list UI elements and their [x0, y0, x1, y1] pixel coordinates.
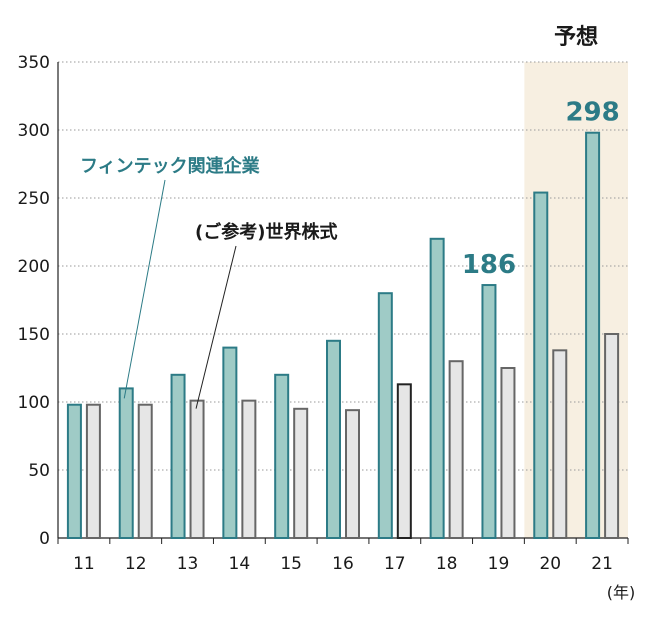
- y-tick-label: 200: [18, 257, 50, 277]
- x-tick-label: 15: [280, 554, 302, 574]
- bar-fintech: [274, 373, 290, 539]
- bar-world-equity: [345, 409, 360, 539]
- bar-fintech: [326, 339, 341, 539]
- x-tick-label: 12: [125, 554, 147, 574]
- bar-fintech: [481, 284, 497, 540]
- bar-world-equity: [293, 407, 309, 539]
- bar-fintech: [222, 346, 238, 539]
- bar-world-equity: [241, 399, 257, 540]
- leader-line-world-equity: [195, 245, 237, 409]
- bar-fintech: [429, 237, 445, 540]
- x-tick-label: 16: [332, 554, 354, 574]
- bar-world-equity: [552, 349, 568, 539]
- y-tick-label: 50: [28, 461, 50, 481]
- x-tick-label: 13: [177, 554, 199, 574]
- forecast-label: 予想: [554, 25, 598, 50]
- legend-label-fintech: フィンテック関連企業: [80, 155, 261, 177]
- bar-world-equity: [448, 360, 464, 540]
- bar-world-equity: [85, 403, 101, 539]
- x-tick-label: 19: [488, 554, 510, 574]
- y-tick-label: 100: [18, 393, 50, 413]
- x-tick-label: 11: [73, 554, 95, 574]
- bar-fintech: [118, 387, 134, 539]
- legend-label-world-equity: (ご参考)世界株式: [195, 221, 337, 243]
- x-tick-label: 18: [436, 554, 458, 574]
- x-unit-label: (年): [607, 583, 636, 602]
- data-label: 298: [565, 98, 619, 128]
- bar-fintech: [170, 373, 186, 539]
- bar-fintech: [585, 131, 601, 539]
- x-tick-label: 20: [539, 554, 561, 574]
- y-tick-label: 350: [18, 53, 50, 73]
- y-tick-label: 250: [18, 189, 50, 209]
- y-tick-label: 150: [18, 325, 50, 345]
- data-label: 186: [462, 250, 516, 280]
- x-tick-label: 14: [229, 554, 251, 574]
- x-tick-label: 21: [591, 554, 613, 574]
- bar-world-equity: [500, 367, 516, 539]
- bar-fintech: [377, 292, 393, 540]
- bar-fintech: [66, 403, 82, 539]
- y-tick-label: 0: [39, 529, 50, 549]
- bar-world-equity: [604, 333, 620, 539]
- bar-world-equity: [189, 399, 205, 540]
- bar-world-equity: [137, 403, 153, 539]
- x-tick-label: 17: [384, 554, 406, 574]
- bar-world-equity: [396, 383, 412, 539]
- y-tick-label: 300: [18, 121, 50, 141]
- leader-line-fintech: [123, 179, 166, 399]
- bar-fintech: [533, 191, 549, 539]
